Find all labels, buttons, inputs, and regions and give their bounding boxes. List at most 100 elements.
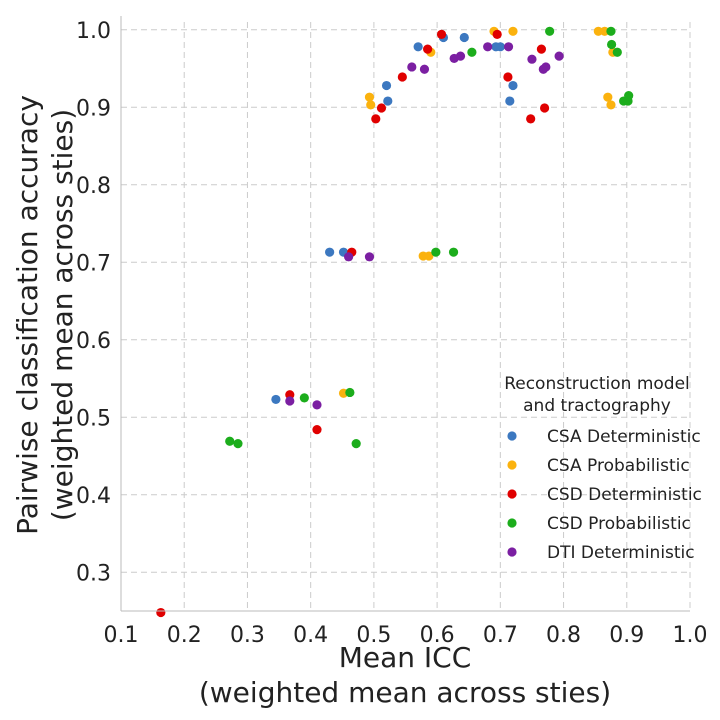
y-tick-label: 0.9 [76,96,111,121]
series-4 [285,42,564,410]
data-point [503,42,514,52]
data-point [345,387,355,398]
legend-label: CSD Probabilistic [547,514,691,534]
data-point [554,51,564,61]
data-point [508,26,518,36]
tick-labels: 0.1 0.2 0.3 0.4 0.5 0.6 0.7 0.8 0.9 1.0 0.3 0.4 0.5 0… [76,19,708,648]
y-tick-label: 0.7 [76,251,111,276]
y-tick-label: 0.6 [76,329,111,354]
legend-marker [507,431,517,441]
data-point [376,103,387,113]
x-tick-label: 1.0 [673,623,708,648]
data-point [364,92,375,102]
series-0 [271,32,518,405]
data-point [455,51,466,61]
legend-marker [507,489,517,499]
data-point [312,400,322,410]
data-point [593,26,603,36]
legend-label: CSA Deterministic [547,427,701,447]
data-point [285,396,295,406]
data-point [381,80,392,91]
data-point [413,42,423,52]
data-point [607,39,617,50]
data-point [483,42,493,52]
data-point [344,252,354,262]
data-point [407,62,417,72]
x-tick-label: 0.9 [609,623,644,648]
data-point [503,72,513,82]
data-point [495,42,505,52]
y-tick-label: 0.8 [76,174,111,199]
legend-marker [507,518,517,528]
data-points [156,26,634,618]
legend-label: DTI Deterministic [547,543,695,563]
data-point [505,96,515,106]
x-tick-label: 0.3 [230,623,265,648]
series-2 [156,29,550,618]
series-3 [225,26,634,449]
data-point [351,439,361,449]
legend-marker [507,547,517,557]
x-tick-label: 0.6 [420,623,455,648]
axes [120,16,690,612]
data-point [467,47,477,57]
data-point [325,247,335,257]
axis-labels: Mean ICC (weighted mean across sties) Pa… [11,95,611,709]
data-point [526,114,536,124]
grid [120,22,691,611]
x-tick-label: 0.8 [546,623,581,648]
y-tick-label: 1.0 [76,19,111,44]
data-point [539,103,550,113]
data-point [156,607,166,618]
data-point [603,92,613,102]
data-point [492,29,502,39]
data-point [364,252,375,262]
data-point [383,96,393,106]
x-tick-label: 0.7 [483,623,518,648]
data-point [527,54,537,64]
data-point [431,247,441,257]
data-point [312,425,322,435]
legend-label: CSD Deterministic [547,485,702,505]
x-axis-label-line-2: (weighted mean across sties) [199,676,611,709]
data-point [397,72,407,82]
data-point [233,439,243,449]
data-point [225,436,235,446]
y-axis-label-line-1: Pairwise classification accuracy [11,95,44,535]
legend-label: CSA Probabilistic [547,456,690,476]
data-point [541,62,551,72]
data-point [508,80,518,91]
data-point [612,47,622,57]
data-point [371,114,381,124]
data-point [271,394,281,405]
legend-marker [507,460,517,470]
legend-title-line-2: and tractography [523,396,671,416]
y-axis-label-line-2: (weighted mean across sties) [46,109,79,521]
legend-title-line-1: Reconstruction model [504,374,690,394]
x-tick-label: 0.1 [104,623,139,648]
data-point [600,26,610,36]
data-point [366,100,376,110]
data-point [536,44,547,54]
data-point [424,251,434,261]
data-point [448,247,459,257]
legend: Reconstruction model and tractography CS… [504,374,702,563]
data-point [436,29,447,39]
data-point [624,91,634,101]
x-tick-label: 0.2 [167,623,202,648]
data-point [545,26,555,36]
data-point [299,393,309,403]
data-point [423,44,433,54]
series-1 [338,26,618,398]
data-point [419,64,430,74]
data-point [606,100,616,110]
y-tick-label: 0.4 [76,484,111,509]
data-point [606,26,616,36]
y-tick-label: 0.5 [76,406,111,431]
data-point [459,32,469,43]
x-tick-label: 0.4 [293,623,328,648]
y-tick-label: 0.3 [76,561,111,586]
x-tick-label: 0.5 [356,623,391,648]
x-axis-label-line-1: Mean ICC [339,641,472,674]
